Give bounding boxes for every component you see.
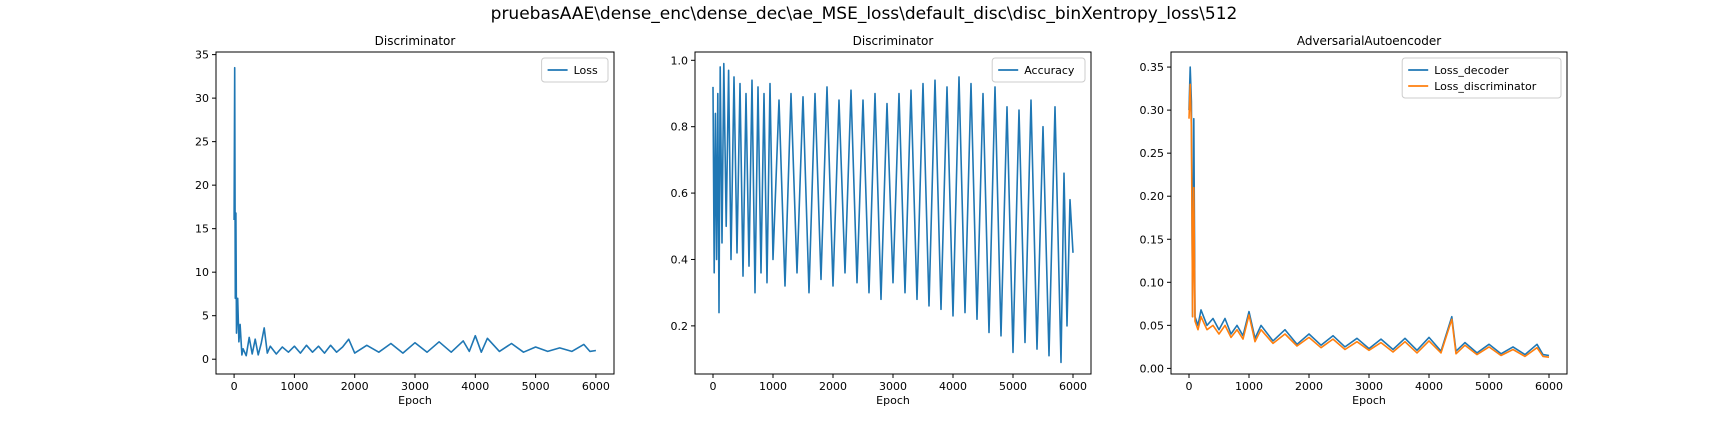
y-tick-label: 15 <box>195 223 209 236</box>
x-tick-label: 3000 <box>1355 380 1383 393</box>
chart-1: 0 1000 2000 3000 4000 5000 6000 0 5 10 15 20 25 30 35 D… <box>195 34 615 407</box>
x-tick-label: 2000 <box>1295 380 1323 393</box>
y-tick-label: 25 <box>195 136 209 149</box>
y-tick-label: 0.00 <box>1140 362 1165 375</box>
legend-label: Loss_decoder <box>1434 64 1509 77</box>
x-tick-label: 4000 <box>1415 380 1443 393</box>
series-line-loss <box>233 66 597 357</box>
y-tick-label: 1.0 <box>671 54 689 67</box>
x-tick-label: 2000 <box>341 380 369 393</box>
series-line-loss-decoder <box>1188 66 1550 357</box>
legend-label: Accuracy <box>1024 64 1075 77</box>
chart-title: Discriminator <box>853 34 934 48</box>
x-tick-label: 6000 <box>582 380 610 393</box>
x-axis-label: Epoch <box>876 394 910 407</box>
series-line-accuracy <box>712 62 1074 364</box>
x-tick-label: 0 <box>710 380 717 393</box>
x-tick-label: 5000 <box>999 380 1027 393</box>
y-tick-label: 10 <box>195 266 209 279</box>
y-tick-label: 0 <box>202 353 209 366</box>
y-tick-label: 20 <box>195 179 209 192</box>
legend-box <box>541 57 609 83</box>
chart-title: AdversarialAutoencoder <box>1297 34 1441 48</box>
y-tick-label: 0.20 <box>1140 190 1165 203</box>
y-tick-label: 0.05 <box>1140 319 1165 332</box>
series-line-loss-discriminator <box>1188 83 1550 358</box>
y-tick-label: 0.35 <box>1140 61 1165 74</box>
x-tick-label: 5000 <box>1475 380 1503 393</box>
x-tick-label: 6000 <box>1059 380 1087 393</box>
x-tick-label: 1000 <box>1235 380 1263 393</box>
axes-frame <box>1170 51 1568 375</box>
legend: Accuracy <box>991 57 1086 83</box>
legend: Loss_decoder Loss_discriminator <box>1401 57 1562 99</box>
x-tick-label: 4000 <box>461 380 489 393</box>
axes-frame <box>215 51 615 375</box>
y-tick-label: 5 <box>202 310 209 323</box>
legend-label: Loss_discriminator <box>1434 80 1537 93</box>
y-tick-label: 0.15 <box>1140 233 1165 246</box>
x-tick-label: 1000 <box>280 380 308 393</box>
x-tick-label: 1000 <box>759 380 787 393</box>
legend: Loss <box>541 57 609 83</box>
x-axis-label: Epoch <box>1352 394 1386 407</box>
chart-2: 0 1000 2000 3000 4000 5000 6000 0.2 0.4 0.6 0.8 1.0… <box>671 34 1092 407</box>
y-tick-label: 0.8 <box>671 121 689 134</box>
x-tick-label: 0 <box>1186 380 1193 393</box>
y-tick-label: 0.25 <box>1140 147 1165 160</box>
legend-box <box>991 57 1086 83</box>
x-tick-label: 4000 <box>939 380 967 393</box>
chart-3: 0 1000 2000 3000 4000 5000 6000 0.00 0.05 0.10 0.1… <box>1140 34 1568 407</box>
y-tick-label: 0.2 <box>671 320 689 333</box>
x-tick-label: 5000 <box>522 380 550 393</box>
x-tick-label: 0 <box>231 380 238 393</box>
y-tick-label: 0.30 <box>1140 104 1165 117</box>
x-tick-label: 3000 <box>879 380 907 393</box>
x-tick-label: 2000 <box>819 380 847 393</box>
x-axis-label: Epoch <box>398 394 432 407</box>
chart-title: Discriminator <box>375 34 456 48</box>
y-tick-label: 0.10 <box>1140 276 1165 289</box>
x-tick-label: 3000 <box>401 380 429 393</box>
y-tick-label: 0.4 <box>671 253 689 266</box>
y-tick-label: 35 <box>195 49 209 62</box>
y-tick-label: 30 <box>195 92 209 105</box>
figure-suptitle: pruebasAAE\dense_enc\dense_dec\ae_MSE_lo… <box>490 4 1238 24</box>
x-tick-label: 6000 <box>1535 380 1563 393</box>
y-tick-label: 0.6 <box>671 187 689 200</box>
legend-box <box>1401 57 1562 99</box>
legend-label: Loss <box>574 64 598 77</box>
